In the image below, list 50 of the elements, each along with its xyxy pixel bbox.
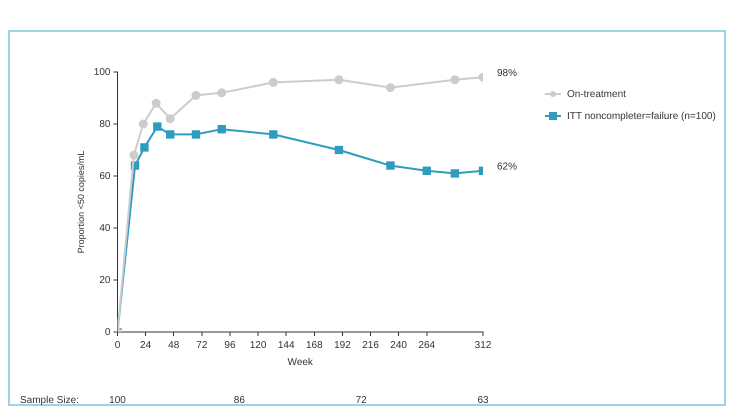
point [269,130,278,139]
text: 63 [477,394,489,406]
annotation: 62% [497,162,518,173]
x-tick-label: 120 [250,340,267,351]
point [166,114,175,124]
text: Sample Size: [20,394,79,406]
annotation: 98% [497,68,518,79]
point [192,130,200,139]
point [268,78,278,87]
x-tick-label: 168 [306,340,324,351]
legend-label: ITT noncompleter=failure (n=100) [567,110,716,122]
x-tick-label: 312 [474,340,492,351]
x-tick-label: 264 [418,340,436,351]
x-tick-label: 0 [114,340,121,351]
point [450,169,460,178]
text: 72 [356,394,368,406]
x-tick-label: 48 [168,340,180,351]
point [334,146,344,154]
point [217,88,226,98]
point [129,150,138,160]
text: 86 [234,394,246,406]
x-tick-label: 216 [362,340,380,351]
point [334,75,344,84]
point [166,130,174,139]
legend-label: On-treatment [567,88,626,100]
point [386,83,395,92]
x-tick-label: 192 [334,340,352,351]
y-axis-title: Proportion <50 copies/mL [76,150,86,254]
point [140,143,149,152]
text: 100 [109,394,126,406]
point [191,90,200,100]
point [450,75,460,84]
x-tick-label: 144 [278,340,295,351]
point [153,122,162,131]
point [386,161,395,170]
x-axis-title: Week [288,356,314,368]
y-tick-label: 0 [104,326,111,338]
point [138,120,148,128]
point [218,125,226,134]
y-tick-label: 100 [94,66,111,78]
x-tick-label: 24 [140,340,152,351]
y-tick-label: 60 [99,170,111,182]
y-tick-label: 20 [99,274,111,286]
y-tick-label: 40 [99,222,111,234]
x-tick-label: 240 [390,340,408,351]
point [152,98,161,108]
x-tick-label: 72 [196,340,208,351]
y-tick-label: 80 [99,118,111,130]
point [422,166,431,175]
x-tick-label: 96 [224,340,236,351]
